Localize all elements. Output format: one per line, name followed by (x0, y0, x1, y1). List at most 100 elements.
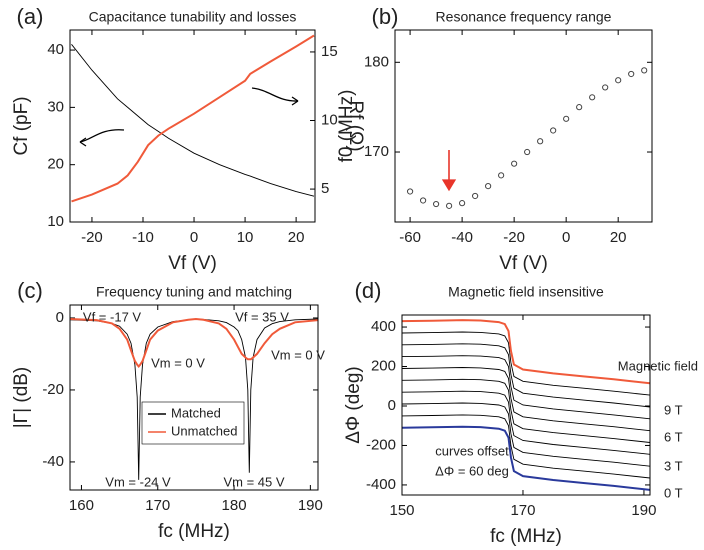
point (576, 104, 583, 111)
panel-label: (b) (372, 4, 399, 29)
y-tick-label: 20 (47, 156, 64, 173)
y-tick-label: 400 (371, 318, 396, 335)
x-tick-label: -60 (399, 229, 421, 246)
point (628, 70, 635, 78)
point (537, 138, 544, 145)
x-tick-label: -40 (451, 229, 473, 246)
point (511, 160, 518, 167)
annotation: 9 T (664, 402, 683, 417)
plot-frame (69, 304, 319, 491)
annotation: Vm = 0 V (271, 347, 325, 362)
chart-title: Capacitance tunability and losses (89, 9, 297, 25)
x-axis-label: Vf (V) (168, 253, 217, 274)
x-tick-label: 10 (237, 229, 254, 246)
legend-label: Unmatched (171, 423, 237, 438)
arrow-head (79, 137, 87, 147)
arrow-head (291, 96, 299, 106)
point (485, 183, 492, 190)
y-tick-label: 200 (371, 357, 396, 374)
point (419, 197, 427, 204)
series-line (402, 355, 650, 420)
x-tick-label: 20 (288, 229, 305, 246)
annotation: 0 T (664, 485, 683, 500)
y-axis-label: f0 (MHz) (336, 90, 357, 163)
annotation: ΔΦ = 60 deg (435, 463, 509, 478)
annotation: 3 T (664, 458, 683, 473)
series-line (402, 319, 650, 385)
annotation: curves offset (435, 443, 509, 458)
x-tick-label: 180 (222, 497, 247, 514)
panel: (b) Resonance frequency range Vf (V) f0 (MH… (336, 4, 653, 274)
x-tick-label: 190 (631, 502, 656, 519)
x-tick-label: -10 (132, 229, 154, 246)
point (472, 192, 479, 200)
point (432, 200, 440, 208)
x-tick-label: 150 (389, 502, 414, 519)
y2-tick-label: 5 (321, 180, 329, 197)
annotation: Vf = -17 V (83, 309, 141, 324)
x-tick-label: -20 (503, 229, 525, 246)
point (446, 202, 453, 209)
point (602, 84, 609, 91)
y-tick-label: 40 (47, 41, 64, 58)
point (459, 200, 466, 207)
x-axis-label: fc (MHz) (158, 521, 230, 542)
series-line (402, 390, 650, 455)
point (641, 67, 648, 74)
y-tick-label: -40 (42, 453, 64, 470)
panel-label: (d) (355, 278, 382, 303)
series-line (402, 331, 650, 396)
y2-axis-label: Rf (Ω) (345, 100, 366, 151)
arrow-head (441, 179, 457, 192)
chart-title: Resonance frequency range (436, 9, 612, 25)
point (589, 94, 596, 101)
series-line (402, 367, 650, 432)
x-axis-label: fc (MHz) (490, 526, 562, 547)
y-tick-label: 180 (364, 53, 389, 70)
x-tick-label: 160 (69, 497, 94, 514)
y-tick-label: -200 (366, 436, 396, 453)
annotation-arrows (79, 87, 457, 192)
annotation: Magnetic field (618, 358, 698, 373)
y-axis-label: |Γ| (dB) (11, 367, 32, 429)
series-line (402, 414, 650, 479)
x-tick-label: 190 (298, 497, 323, 514)
series-line (402, 402, 650, 467)
y-tick-label: 170 (364, 143, 389, 160)
annotation: Vm = 0 V (151, 355, 205, 370)
legend-label: Matched (171, 405, 221, 420)
point (524, 148, 531, 156)
panel-label: (c) (17, 278, 43, 303)
panel-label: (a) (17, 4, 44, 29)
arrow-left-axis (79, 129, 125, 143)
annotation: Vm = 45 V (223, 474, 284, 489)
series-line (71, 44, 315, 197)
point (406, 188, 414, 195)
y-axis-label: Cf (pF) (11, 96, 32, 155)
y2-tick-label: 15 (321, 43, 338, 60)
series-line (70, 317, 318, 369)
y-tick-label: 0 (388, 397, 396, 414)
annotation: Vf = 35 V (235, 309, 289, 324)
arrow-right-axis (251, 87, 299, 102)
y-tick-label: -400 (366, 476, 396, 493)
series-line (70, 318, 318, 480)
point (498, 172, 505, 179)
legend-box (141, 401, 245, 445)
y2-tick-label: 10 (321, 111, 338, 128)
point (615, 77, 622, 84)
x-tick-label: 0 (190, 229, 198, 246)
chart-title: Frequency tuning and matching (96, 284, 292, 300)
series-line (402, 343, 650, 408)
point (550, 127, 557, 134)
y-tick-label: 0 (56, 309, 64, 326)
panel: (d) Magnetic field insensitive fc (MHz) ΔΦ … (343, 278, 698, 547)
x-tick-label: 20 (610, 229, 627, 246)
x-tick-label: -20 (81, 229, 103, 246)
plot-frame (394, 29, 653, 223)
series-line (402, 425, 650, 491)
panel: (a) Capacitance tunability and losses Vf (… (11, 4, 366, 274)
series-line (402, 378, 650, 443)
y-tick-label: 10 (47, 213, 64, 230)
x-tick-label: 170 (145, 497, 170, 514)
